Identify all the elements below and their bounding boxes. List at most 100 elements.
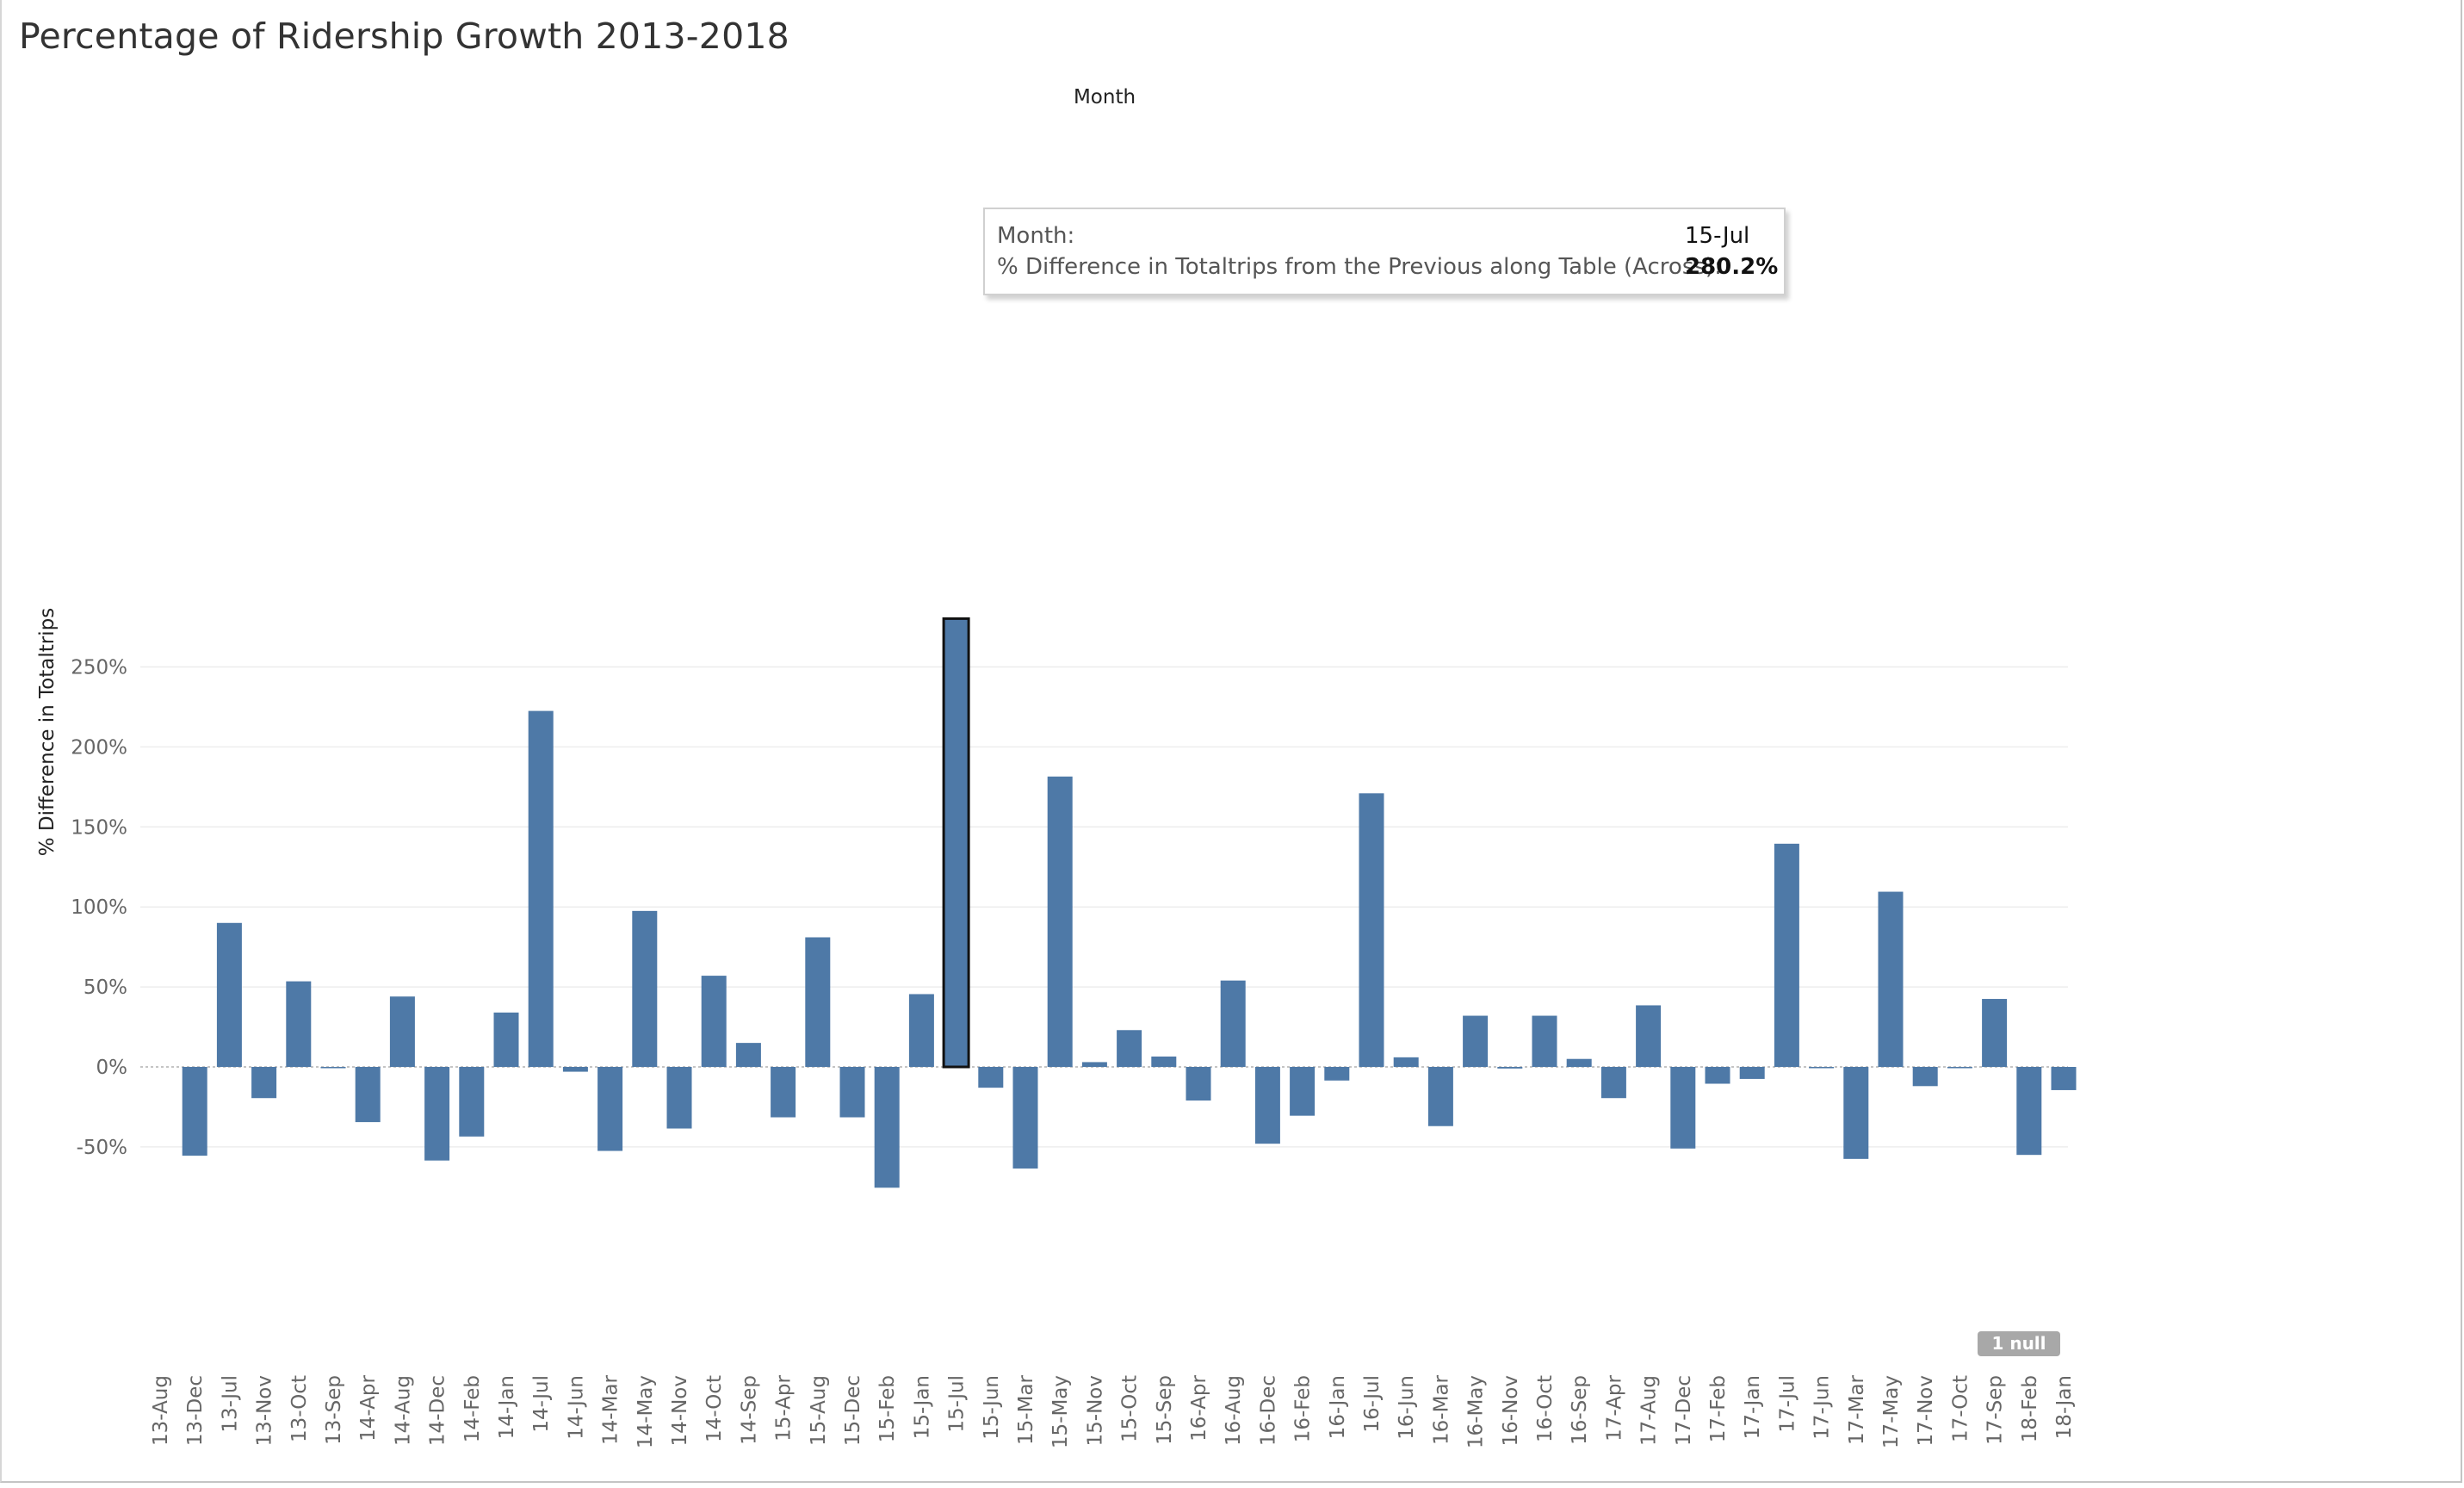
bar-16-Jul[interactable]	[1359, 793, 1384, 1067]
bar-14-Mar[interactable]	[597, 1067, 623, 1151]
x-tick-label: 15-Feb	[876, 1375, 899, 1442]
x-tick-label: 18-Jan	[2053, 1375, 2076, 1439]
bar-17-Oct[interactable]	[1947, 1067, 1972, 1069]
bar-15-Feb[interactable]	[874, 1067, 900, 1188]
bar-16-Sep[interactable]	[1566, 1058, 1592, 1067]
bar-17-Apr[interactable]	[1600, 1067, 1626, 1099]
x-tick-label: 17-May	[1880, 1375, 1903, 1448]
y-axis-title: % Difference in Totaltrips	[36, 608, 59, 857]
x-tick-label: 14-Apr	[357, 1374, 380, 1441]
bar-13-Dec[interactable]	[182, 1067, 207, 1156]
bar-17-Jan[interactable]	[1739, 1067, 1765, 1079]
bar-16-Apr[interactable]	[1186, 1067, 1211, 1101]
x-tick-label: 15-Sep	[1154, 1375, 1176, 1445]
bar-14-Jan[interactable]	[493, 1012, 519, 1067]
x-tick-label: 13-Nov	[254, 1375, 276, 1446]
bar-17-Aug[interactable]	[1636, 1005, 1662, 1067]
bar-16-Mar[interactable]	[1427, 1067, 1453, 1126]
null-indicator-badge[interactable]: 1 null	[1978, 1331, 2060, 1356]
x-tick-label: 15-May	[1049, 1375, 1072, 1448]
bar-14-Nov[interactable]	[666, 1067, 692, 1129]
x-tick-label: 13-Oct	[288, 1375, 311, 1442]
x-tick-label: 16-Mar	[1430, 1374, 1452, 1445]
bar-14-Aug[interactable]	[389, 996, 415, 1067]
x-tick-label: 17-Apr	[1603, 1374, 1625, 1441]
bar-14-Sep[interactable]	[735, 1043, 761, 1067]
bar-18-Jan[interactable]	[2051, 1067, 2077, 1090]
bar-13-Oct[interactable]	[286, 981, 312, 1067]
bar-15-May[interactable]	[1047, 776, 1073, 1067]
bar-16-Jan[interactable]	[1324, 1067, 1350, 1081]
bar-17-Sep[interactable]	[1982, 999, 2008, 1067]
bar-14-Oct[interactable]	[701, 976, 727, 1067]
x-tick-label: 16-Nov	[1500, 1375, 1522, 1446]
bar-16-Feb[interactable]	[1290, 1067, 1316, 1116]
bar-15-Sep[interactable]	[1151, 1056, 1177, 1067]
x-tick-label: 15-Jun	[981, 1375, 1003, 1440]
bar-14-May[interactable]	[632, 910, 658, 1067]
bar-16-Dec[interactable]	[1254, 1067, 1280, 1144]
bar-15-Jun[interactable]	[978, 1067, 1004, 1088]
bar-16-Nov[interactable]	[1497, 1067, 1523, 1069]
chart-title: Percentage of Ridership Growth 2013-2018	[19, 16, 789, 57]
bar-16-Jun[interactable]	[1393, 1057, 1419, 1067]
x-tick-label: 13-Aug	[150, 1375, 172, 1446]
bar-14-Jul[interactable]	[528, 710, 554, 1067]
tooltip-month-label: Month:	[997, 223, 1075, 249]
tooltip-measure-label: % Difference in Totaltrips from the Prev…	[997, 254, 1722, 280]
bar-16-May[interactable]	[1463, 1015, 1489, 1067]
bar-15-Dec[interactable]	[839, 1067, 865, 1118]
bar-17-Jun[interactable]	[1809, 1067, 1835, 1069]
bar-16-Oct[interactable]	[1532, 1015, 1557, 1067]
bar-13-Nov[interactable]	[251, 1067, 277, 1099]
x-tick-label: 13-Jul	[219, 1375, 241, 1433]
x-tick-label: 15-Jan	[911, 1375, 933, 1439]
x-tick-label: 16-Dec	[1257, 1375, 1279, 1446]
x-tick-label: 14-Mar	[600, 1374, 622, 1445]
tooltip-month-value: 15-Jul	[1685, 223, 1750, 249]
x-tick-label: 16-Feb	[1292, 1375, 1315, 1442]
bar-17-Mar[interactable]	[1843, 1067, 1869, 1159]
bar-13-Jul[interactable]	[216, 922, 242, 1067]
x-tick-label: 17-Oct	[1949, 1375, 1972, 1442]
x-tick-label: 16-Oct	[1534, 1375, 1557, 1442]
x-tick-label: 16-Jan	[1327, 1375, 1349, 1439]
bar-15-Oct[interactable]	[1117, 1030, 1142, 1067]
x-tick-label: 15-Aug	[808, 1375, 830, 1446]
bar-14-Jun[interactable]	[562, 1067, 588, 1072]
x-tick-label: 14-May	[635, 1375, 657, 1448]
x-tick-label: 14-Sep	[738, 1375, 760, 1445]
x-tick-label: 13-Sep	[323, 1375, 345, 1445]
y-tick-label: 200%	[71, 736, 127, 759]
x-axis-title: Month	[1074, 86, 1136, 108]
x-tick-label: 14-Aug	[392, 1375, 414, 1446]
bar-13-Sep[interactable]	[320, 1067, 346, 1069]
bar-17-Nov[interactable]	[1912, 1067, 1938, 1087]
bar-17-May[interactable]	[1878, 891, 1904, 1067]
x-tick-label: 15-Mar	[1015, 1374, 1037, 1445]
x-tick-label: 17-Mar	[1846, 1374, 1868, 1445]
bar-17-Jul[interactable]	[1774, 843, 1799, 1067]
bar-17-Feb[interactable]	[1705, 1067, 1730, 1084]
x-tick-label: 17-Aug	[1638, 1375, 1661, 1446]
x-tick-label: 15-Nov	[1084, 1375, 1106, 1446]
y-axis-ticks: -50% 0% 50% 100% 150% 200% 250%	[71, 657, 127, 1159]
bar-18-Feb[interactable]	[2016, 1067, 2042, 1156]
bar-17-Dec[interactable]	[1670, 1067, 1696, 1149]
bar-16-Aug[interactable]	[1220, 980, 1246, 1067]
x-tick-label: 14-Jun	[565, 1375, 587, 1440]
bar-14-Dec[interactable]	[424, 1067, 450, 1161]
x-tick-label: 16-Sep	[1569, 1375, 1591, 1445]
bar-15-Apr[interactable]	[771, 1067, 796, 1118]
bar-15-Jul[interactable]	[942, 617, 970, 1069]
bar-15-Mar[interactable]	[1012, 1067, 1038, 1169]
x-tick-label: 15-Oct	[1119, 1375, 1142, 1442]
bar-15-Nov[interactable]	[1081, 1062, 1107, 1067]
bar-15-Jan[interactable]	[908, 994, 934, 1067]
x-tick-label: 15-Apr	[773, 1374, 796, 1441]
bar-14-Feb[interactable]	[459, 1067, 485, 1137]
bar-14-Apr[interactable]	[355, 1067, 381, 1123]
x-tick-label: 17-Jul	[1776, 1375, 1798, 1433]
bar-15-Aug[interactable]	[805, 937, 831, 1067]
x-tick-label: 14-Oct	[703, 1375, 726, 1442]
